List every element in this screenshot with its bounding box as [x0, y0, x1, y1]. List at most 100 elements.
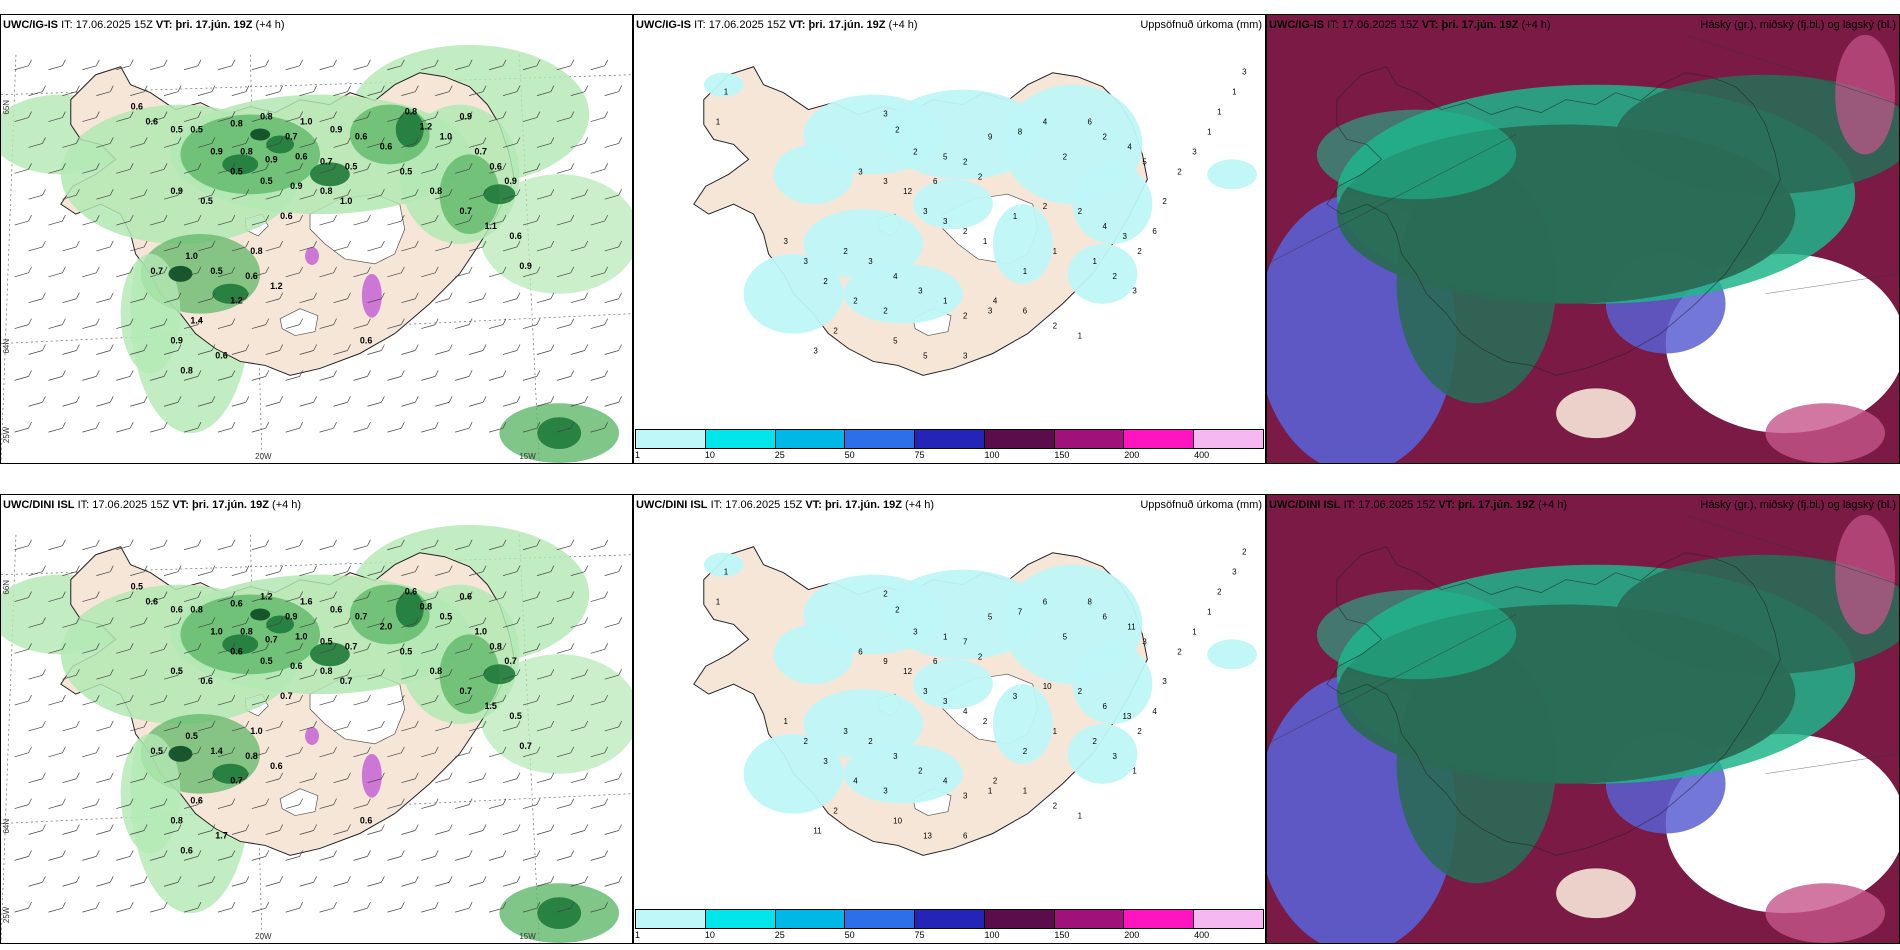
precip-value: 0.5: [230, 166, 242, 176]
panel-header: UWC/DINI ISL IT: 17.06.2025 15Z VT: þri.…: [1269, 499, 1567, 511]
colorbar-segment: [845, 430, 916, 448]
panel-header: UWC/DINI ISL IT: 17.06.2025 15Z VT: þri.…: [636, 499, 934, 511]
precip-value: 0.6: [131, 102, 143, 112]
accum-value: 12: [903, 667, 912, 676]
precip-value: 1.0: [474, 626, 486, 636]
precip-value: 0.6: [405, 587, 417, 597]
precip-area: [992, 684, 1053, 764]
vt-label: VT:: [1438, 499, 1455, 511]
accum-value: 1: [716, 118, 721, 127]
map-canvas: [1267, 495, 1899, 943]
colorbar-labels: 1 10 25 50 75 100 150 200 400: [635, 450, 1264, 462]
accum-value: 2: [1023, 747, 1028, 756]
colorbar-label: 75: [914, 930, 925, 940]
map-canvas: 0.50.60.6 0.80.61.20.91.60.60.71.0 0.80.7 1…: [1, 524, 632, 943]
it-label: IT:: [710, 499, 723, 511]
it-value: 17.06.2025 15Z: [1358, 499, 1436, 511]
accum-value: 8: [1018, 127, 1023, 136]
precip-value: 0.6: [355, 131, 367, 141]
accum-value: 3: [1112, 752, 1117, 761]
accum-value: 3: [963, 351, 968, 360]
panel-ig-is-clouds: UWC/IG-IS IT: 17.06.2025 15Z VT: þri. 17…: [1266, 14, 1900, 464]
rain-area: [180, 594, 320, 675]
precip-value: 0.6: [230, 599, 242, 609]
graticule: [1267, 514, 1899, 775]
convective-cell: [361, 273, 382, 318]
accum-value: 4: [853, 777, 858, 786]
colorbar-segment: [636, 910, 706, 928]
rain-area: [250, 128, 271, 141]
colorbar-label: 200: [1124, 930, 1140, 940]
accum-value: 1: [943, 297, 948, 306]
accum-value: 1: [1192, 627, 1197, 636]
colorbar-segment: [1054, 910, 1125, 928]
accum-value: 10: [893, 817, 902, 826]
precip-value: 0.9: [170, 336, 182, 346]
accum-value: 2: [1112, 272, 1117, 281]
precip-value: 0.6: [146, 597, 158, 607]
rain-area: [483, 664, 516, 685]
model-name: UWC/IG-IS: [3, 19, 58, 31]
accum-value: 6: [1152, 227, 1157, 236]
precip-value: 0.8: [320, 666, 332, 676]
panel-header: UWC/IG-IS IT: 17.06.2025 15Z VT: þri. 17…: [636, 19, 918, 31]
accum-value: 3: [1192, 147, 1197, 156]
precip-area: [703, 72, 744, 97]
colorbar-segment: [1194, 430, 1264, 448]
precip-value: 0.7: [355, 611, 367, 621]
accum-value: 7: [963, 637, 968, 646]
accum-value: 2: [1177, 167, 1182, 176]
map-canvas: 1122315765861136912672334231026132323243…: [693, 546, 1258, 856]
accum-value: 6: [933, 657, 938, 666]
rain-area: [310, 642, 350, 667]
precip-value: 0.6: [460, 592, 472, 602]
precip-area: [1207, 639, 1258, 670]
precip-value: 0.8: [230, 119, 242, 129]
accum-value: 3: [883, 110, 888, 119]
accum-value: 2: [1103, 132, 1108, 141]
precip-value: 0.7: [285, 131, 297, 141]
accum-value: 3: [813, 346, 818, 355]
rain-area: [310, 162, 350, 187]
accum-value: 3: [918, 287, 923, 296]
lon-label: 25W: [2, 906, 11, 923]
vt-label: VT:: [788, 19, 806, 31]
colorbar-label: 100: [984, 450, 1000, 460]
precip-value: 0.6: [360, 816, 372, 826]
precip-area: [1207, 159, 1258, 190]
accum-value: 3: [803, 257, 808, 266]
accum-value: 3: [1132, 287, 1137, 296]
vt-value: þri. 17.jún. 19Z: [824, 499, 902, 511]
rain-area: [537, 897, 582, 930]
rain-area: [439, 634, 500, 715]
colorbar-label: 10: [704, 930, 715, 940]
colorbar-segment: [1194, 910, 1264, 928]
accum-value: 5: [988, 612, 993, 621]
model-name: UWC/IG-IS: [636, 19, 691, 31]
rain-area: [180, 114, 320, 195]
precip-area: [883, 89, 1043, 180]
vt-label: VT:: [172, 499, 189, 511]
precip-value: 0.8: [405, 107, 417, 117]
accum-value: 11: [1127, 622, 1136, 631]
rain-area: [168, 745, 193, 762]
accum-value: 2: [913, 147, 918, 156]
accum-value: 2: [868, 737, 873, 746]
convective-cell: [305, 246, 319, 265]
accum-value: 2: [978, 172, 983, 181]
precip-area: [992, 204, 1053, 284]
accum-value: 1: [1207, 607, 1212, 616]
precip-value: 0.6: [215, 350, 227, 360]
colorbar-labels: 1 10 25 50 75 100 150 200 400: [635, 930, 1264, 942]
vt-value: þri. 17.jún. 19Z: [1441, 19, 1519, 31]
precip-value: 0.9: [290, 181, 302, 191]
accum-value: 3: [858, 167, 863, 176]
vt-value: þri. 17.jún. 19Z: [191, 499, 269, 511]
accum-value: 1: [1023, 267, 1028, 276]
precip-value: 0.5: [131, 582, 143, 592]
it-value: 17.06.2025 15Z: [725, 499, 803, 511]
vt-label: VT:: [1421, 19, 1439, 31]
precip-value: 1.0: [185, 251, 197, 261]
accum-value: 1: [1053, 247, 1058, 256]
